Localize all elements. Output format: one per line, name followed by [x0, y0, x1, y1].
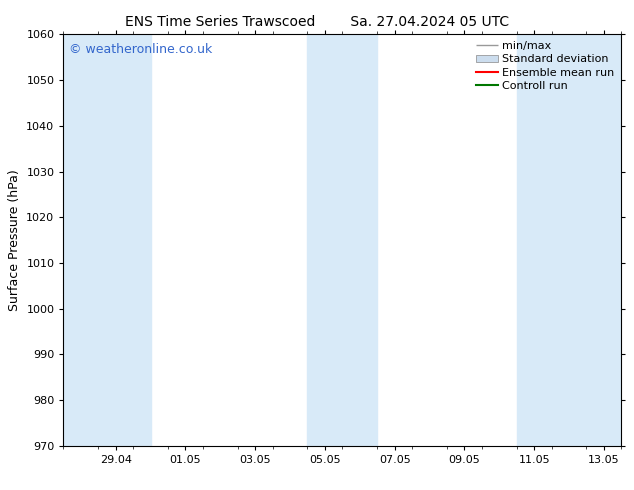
- Bar: [307, 34, 377, 446]
- Bar: [63, 34, 150, 446]
- Bar: [517, 34, 621, 446]
- Y-axis label: Surface Pressure (hPa): Surface Pressure (hPa): [8, 169, 21, 311]
- Legend: min/max, Standard deviation, Ensemble mean run, Controll run: min/max, Standard deviation, Ensemble me…: [471, 37, 619, 96]
- Text: ENS Time Series Trawscoed        Sa. 27.04.2024 05 UTC: ENS Time Series Trawscoed Sa. 27.04.2024…: [125, 15, 509, 29]
- Text: © weatheronline.co.uk: © weatheronline.co.uk: [69, 43, 212, 55]
